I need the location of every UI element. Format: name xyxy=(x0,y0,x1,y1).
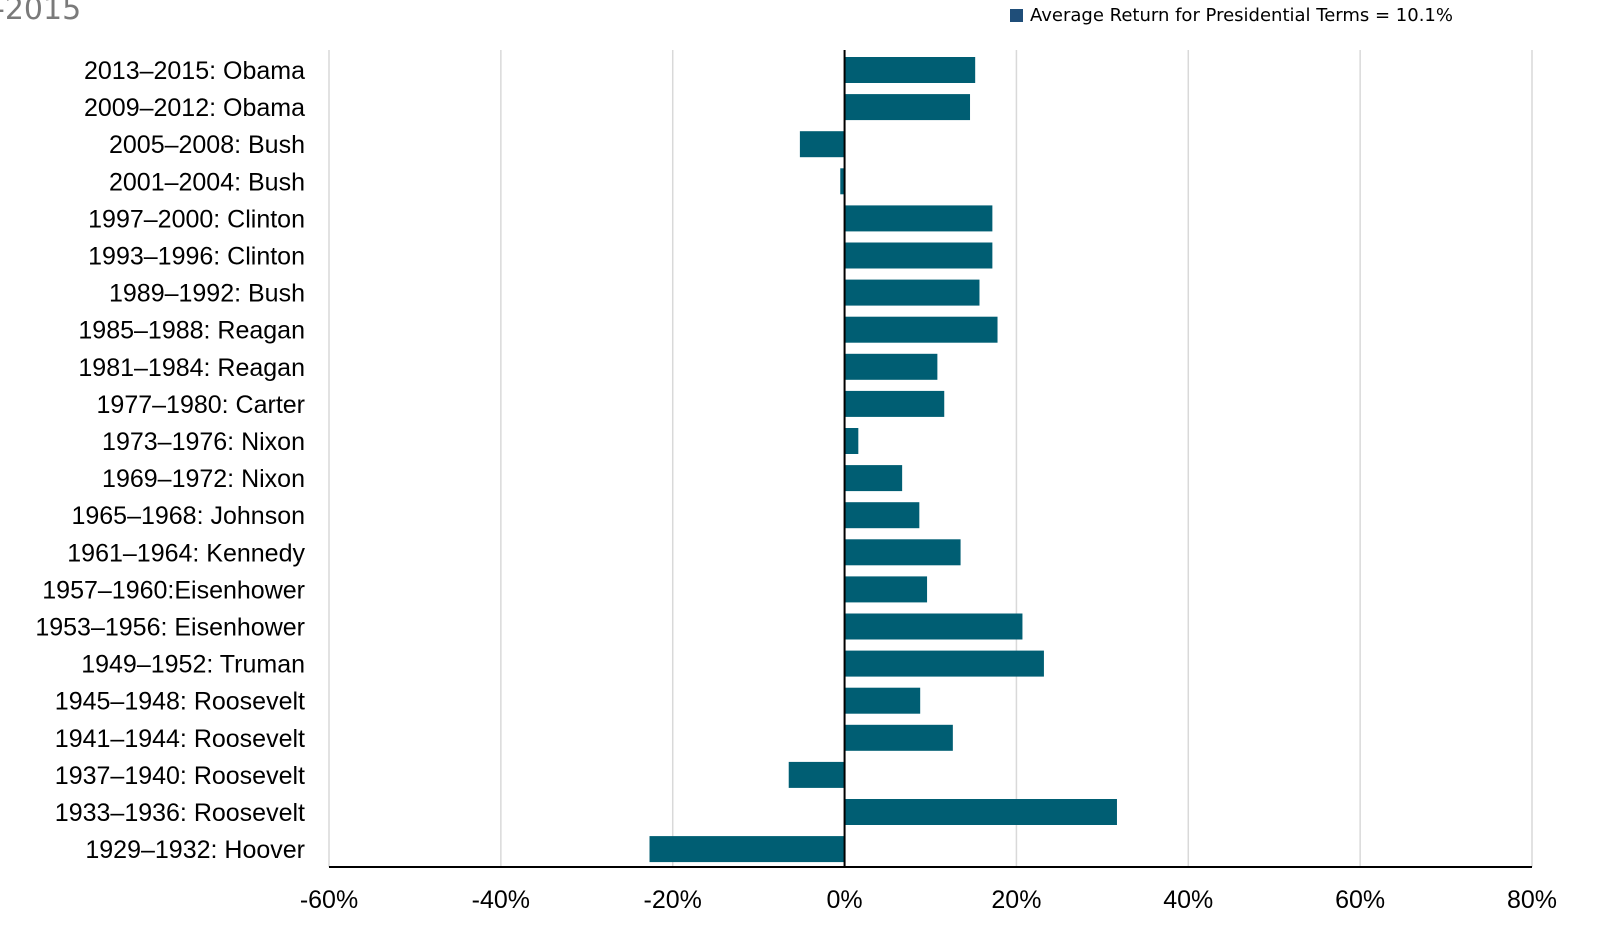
legend-swatch xyxy=(1010,9,1023,22)
bar xyxy=(844,576,928,603)
category-label: 1997–2000: Clinton xyxy=(88,205,305,233)
category-label: 1989–1992: Bush xyxy=(109,280,305,308)
bar xyxy=(844,650,1044,677)
category-label: 1981–1984: Reagan xyxy=(78,354,305,382)
bar xyxy=(844,539,961,566)
category-labels: 2013–2015: Obama 2009–2012: Obama 2005–200… xyxy=(35,57,305,864)
category-label: 1957–1960:Eisenhower xyxy=(42,576,305,604)
category-label: 1937–1940: Roosevelt xyxy=(55,762,305,790)
bar xyxy=(649,836,845,863)
bar xyxy=(844,613,1023,640)
bar xyxy=(844,465,903,492)
bar xyxy=(844,428,859,454)
x-tick-label: 0% xyxy=(827,886,863,914)
category-label: 1965–1968: Johnson xyxy=(71,502,305,530)
bar xyxy=(844,242,993,269)
category-label: 1941–1944: Roosevelt xyxy=(55,725,305,753)
bar xyxy=(844,205,993,232)
bar xyxy=(844,502,920,529)
x-tick-label: 40% xyxy=(1163,886,1213,914)
category-label: 1949–1952: Truman xyxy=(81,651,305,679)
bar xyxy=(844,687,921,714)
x-tick-label: 20% xyxy=(991,886,1041,914)
category-label: 1977–1980: Carter xyxy=(97,391,305,419)
bar xyxy=(844,57,976,83)
bar xyxy=(840,168,845,195)
bar xyxy=(799,131,845,158)
category-label: 1985–1988: Reagan xyxy=(78,317,305,345)
category-label: 1961–1964: Kennedy xyxy=(67,539,305,567)
category-label: 1969–1972: Nixon xyxy=(102,465,305,493)
x-tick-label: 80% xyxy=(1507,886,1557,914)
bar xyxy=(844,799,1117,825)
bar xyxy=(788,761,845,788)
category-label: 2005–2008: Bush xyxy=(109,131,305,159)
category-label: 1945–1948: Roosevelt xyxy=(55,688,305,716)
category-label: 2001–2004: Bush xyxy=(109,168,305,196)
bar xyxy=(844,94,971,121)
x-tick-label: -20% xyxy=(644,886,702,914)
bar xyxy=(844,316,998,343)
chart-title-fragment: -2015 xyxy=(0,0,82,27)
gridlines xyxy=(328,50,1533,867)
category-label: 1953–1956: Eisenhower xyxy=(35,614,305,642)
bar xyxy=(844,279,980,306)
bar xyxy=(844,724,953,751)
category-label: 2009–2012: Obama xyxy=(84,94,305,122)
category-label: 2013–2015: Obama xyxy=(84,57,305,85)
x-tick-label: -40% xyxy=(472,886,530,914)
legend: Average Return for Presidential Terms = … xyxy=(1010,5,1453,26)
bars xyxy=(649,57,1117,863)
category-label: 1973–1976: Nixon xyxy=(102,428,305,456)
bar xyxy=(844,390,945,417)
bar xyxy=(844,353,938,380)
x-tick-label: -60% xyxy=(300,886,358,914)
category-label: 1933–1936: Roosevelt xyxy=(55,799,305,827)
axes xyxy=(329,50,1532,868)
legend-label: Average Return for Presidential Terms = … xyxy=(1030,5,1453,26)
category-label: 1993–1996: Clinton xyxy=(88,243,305,271)
x-tick-label: 60% xyxy=(1335,886,1385,914)
category-label: 1929–1932: Hoover xyxy=(85,836,305,864)
x-tick-labels: -60% -40% -20% 0% 20% 40% 60% 80% xyxy=(300,886,1557,914)
